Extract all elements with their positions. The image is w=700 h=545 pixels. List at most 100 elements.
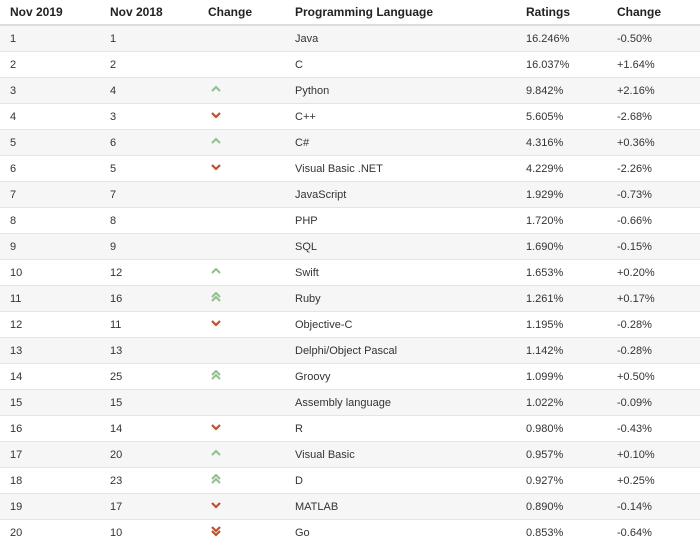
rating: 1.142% [526, 337, 617, 364]
language-name: Delphi/Object Pascal [295, 337, 526, 364]
rank-2018: 3 [110, 103, 208, 130]
rank-change [208, 129, 295, 156]
rank-change [208, 363, 295, 390]
rank-2019: 19 [0, 493, 110, 520]
arrow-up-icon [209, 84, 223, 94]
rank-change [208, 311, 295, 338]
rank-2019: 14 [0, 363, 110, 390]
rating-change: -2.68% [617, 103, 700, 130]
header-ratings[interactable]: Ratings [526, 0, 617, 26]
table-row: 19 17 MATLAB 0.890% -0.14% [0, 493, 700, 520]
rating-change: -0.66% [617, 207, 700, 234]
arrow-down-icon [209, 318, 223, 328]
rating-change: -0.50% [617, 24, 700, 52]
rating: 0.957% [526, 441, 617, 468]
language-name: C [295, 51, 526, 78]
rating-change: -0.15% [617, 233, 700, 260]
rank-change [208, 337, 295, 364]
header-row: Nov 2019 Nov 2018 Change Programming Lan… [0, 0, 700, 26]
rating: 1.720% [526, 207, 617, 234]
rank-change [208, 441, 295, 468]
rank-2018: 10 [110, 519, 208, 545]
rating-change: +2.16% [617, 77, 700, 104]
rank-2018: 13 [110, 337, 208, 364]
header-nov-2019[interactable]: Nov 2019 [0, 0, 110, 26]
language-name: Groovy [295, 363, 526, 390]
rank-2018: 1 [110, 24, 208, 52]
rank-change [208, 493, 295, 520]
rating: 1.099% [526, 363, 617, 390]
rank-change [208, 415, 295, 442]
table-row: 17 20 Visual Basic 0.957% +0.10% [0, 441, 700, 468]
rating-change: -0.28% [617, 311, 700, 338]
rating: 16.037% [526, 51, 617, 78]
rating-change: -0.43% [617, 415, 700, 442]
rating-change: +0.20% [617, 259, 700, 286]
language-name: Python [295, 77, 526, 104]
header-language[interactable]: Programming Language [295, 0, 526, 26]
rank-change [208, 77, 295, 104]
arrow-down-icon [209, 110, 223, 120]
language-name: Visual Basic .NET [295, 155, 526, 182]
table-row: 2 2 C 16.037% +1.64% [0, 51, 700, 78]
rating: 0.853% [526, 519, 617, 545]
arrow-down-icon [209, 162, 223, 172]
arrow-down-icon [209, 422, 223, 432]
table-row: 1 1 Java 16.246% -0.50% [0, 24, 700, 52]
table-row: 4 3 C++ 5.605% -2.68% [0, 103, 700, 130]
rank-2019: 4 [0, 103, 110, 130]
rating-change: +0.36% [617, 129, 700, 156]
language-name: C++ [295, 103, 526, 130]
arrow-up-icon [209, 136, 223, 146]
table-row: 9 9 SQL 1.690% -0.15% [0, 233, 700, 260]
rank-2018: 11 [110, 311, 208, 338]
rating: 1.195% [526, 311, 617, 338]
arrow-up-icon [209, 266, 223, 276]
rank-2019: 20 [0, 519, 110, 545]
language-name: Assembly language [295, 389, 526, 416]
table-row: 8 8 PHP 1.720% -0.66% [0, 207, 700, 234]
rank-2019: 8 [0, 207, 110, 234]
rank-2019: 6 [0, 155, 110, 182]
arrow-down-icon [209, 500, 223, 510]
rank-2019: 18 [0, 467, 110, 494]
rank-2018: 8 [110, 207, 208, 234]
rank-2019: 16 [0, 415, 110, 442]
rating-change: +0.10% [617, 441, 700, 468]
language-name: R [295, 415, 526, 442]
rank-2018: 4 [110, 77, 208, 104]
table-row: 3 4 Python 9.842% +2.16% [0, 77, 700, 104]
rank-2019: 9 [0, 233, 110, 260]
rank-2019: 5 [0, 129, 110, 156]
rating: 1.022% [526, 389, 617, 416]
rank-change [208, 207, 295, 234]
rating: 1.261% [526, 285, 617, 312]
table-row: 7 7 JavaScript 1.929% -0.73% [0, 181, 700, 208]
language-name: D [295, 467, 526, 494]
rank-change [208, 519, 295, 545]
table-row: 18 23 D 0.927% +0.25% [0, 467, 700, 494]
rating: 1.929% [526, 181, 617, 208]
rating: 0.927% [526, 467, 617, 494]
language-name: SQL [295, 233, 526, 260]
rank-2019: 2 [0, 51, 110, 78]
double-arrow-up-icon [209, 473, 223, 485]
header-rating-change[interactable]: Change [617, 0, 700, 26]
rank-2019: 17 [0, 441, 110, 468]
rating-change: -0.09% [617, 389, 700, 416]
rank-2018: 15 [110, 389, 208, 416]
rank-2018: 17 [110, 493, 208, 520]
rating-change: +0.17% [617, 285, 700, 312]
language-name: JavaScript [295, 181, 526, 208]
rating-change: +1.64% [617, 51, 700, 78]
rank-2018: 6 [110, 129, 208, 156]
table-row: 13 13 Delphi/Object Pascal 1.142% -0.28% [0, 337, 700, 364]
rank-2018: 7 [110, 181, 208, 208]
rating: 0.980% [526, 415, 617, 442]
header-nov-2018[interactable]: Nov 2018 [110, 0, 208, 26]
rating: 5.605% [526, 103, 617, 130]
rank-2018: 14 [110, 415, 208, 442]
header-change[interactable]: Change [208, 0, 295, 26]
language-name: C# [295, 129, 526, 156]
rating: 4.229% [526, 155, 617, 182]
